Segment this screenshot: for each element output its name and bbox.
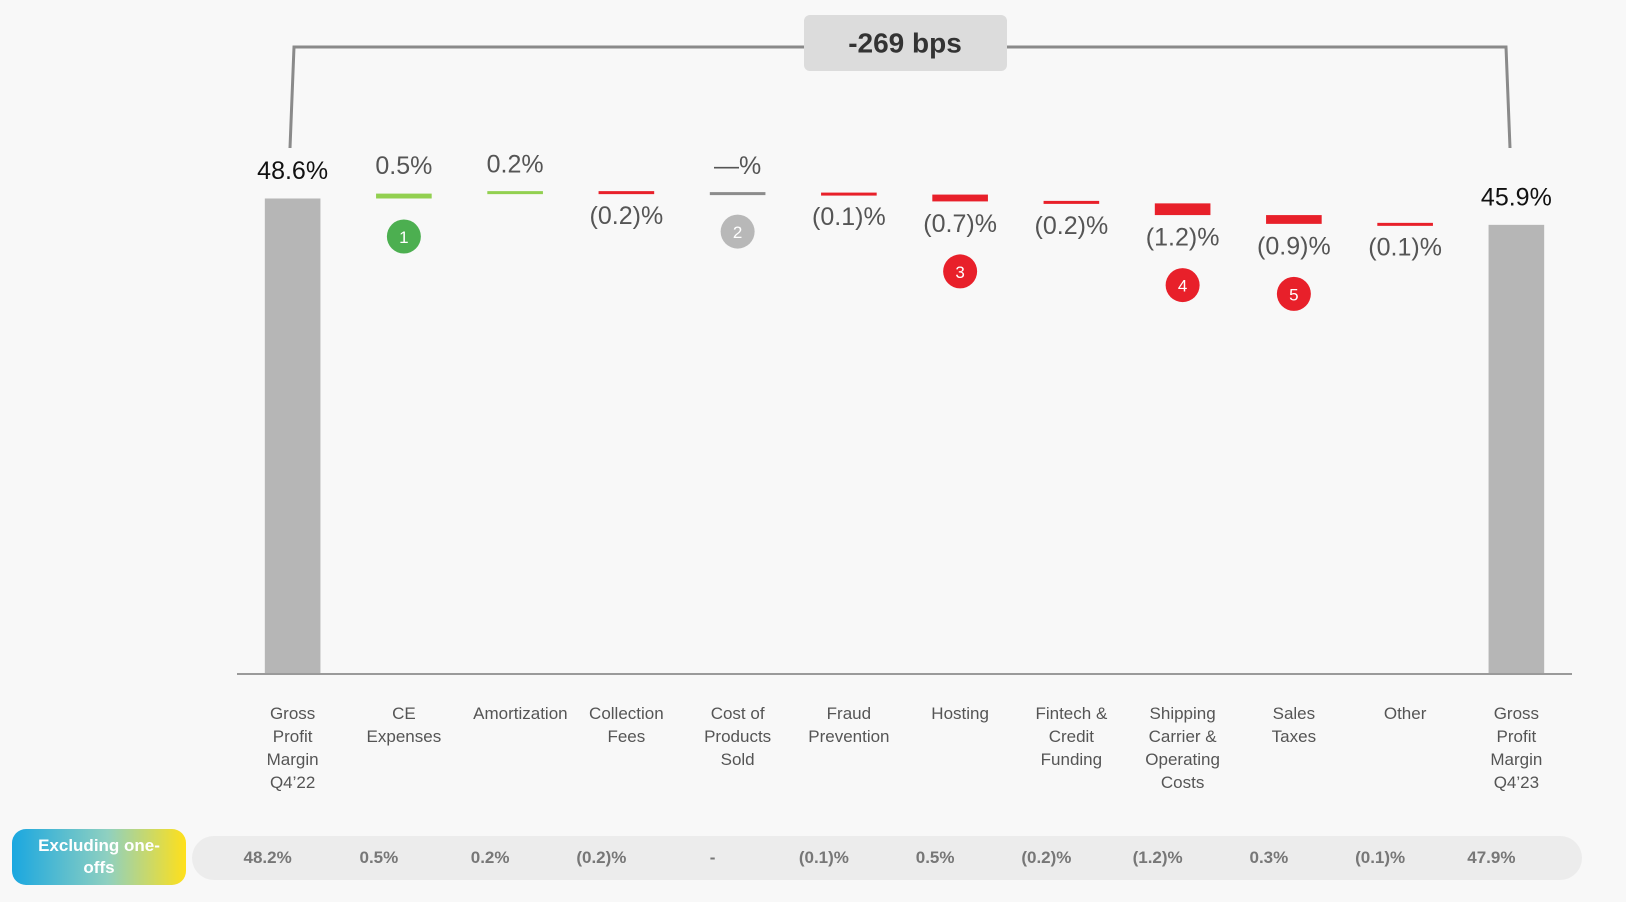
x-tick-label: Cost of Products Sold [704, 704, 772, 769]
value-label: (0.2)% [1035, 212, 1109, 240]
annotation: -269 bps [848, 27, 962, 58]
marker [386, 219, 421, 254]
x-tick-label: Shipping Carrier & Operating Costs [1145, 704, 1220, 792]
value-label: (0.9)% [1257, 232, 1331, 260]
value-label: —% [714, 152, 761, 180]
value-label: (0.7)% [923, 210, 997, 238]
x-tick-label: Amortization [473, 704, 568, 723]
row-value: (0.1)% [1355, 848, 1406, 867]
x-tick-label: Fintech & Credit Funding [1035, 704, 1108, 769]
bar [1488, 224, 1545, 673]
x-tick-label: Sales Taxes [1271, 704, 1317, 746]
marker [1165, 268, 1200, 303]
bar [487, 191, 543, 195]
bar [598, 191, 655, 195]
marker-label: 3 [955, 263, 964, 282]
bar [1043, 200, 1100, 204]
bar [264, 198, 321, 673]
value-label: 0.2% [487, 150, 544, 178]
value-label: (0.2)% [590, 202, 664, 230]
row-value: (0.1)% [798, 848, 849, 867]
row-value: 48.2% [243, 848, 292, 867]
marker-label: 1 [399, 228, 408, 247]
bar [821, 192, 877, 196]
bar [1377, 222, 1433, 226]
bar [1266, 215, 1322, 224]
x-tick-label: Gross Profit Margin Q4’23 [1490, 704, 1543, 792]
row-value: 47.9% [1467, 848, 1516, 867]
marker-label: 2 [733, 223, 742, 242]
marker [943, 254, 978, 289]
row-value: 0.5% [915, 848, 955, 867]
x-tick-label: Gross Profit Margin Q4’22 [266, 704, 319, 792]
value-label: (0.1)% [1368, 233, 1442, 261]
row-value: (0.2)% [576, 848, 627, 867]
marker [720, 214, 755, 249]
value-label: 48.6% [257, 157, 328, 185]
row-value: (0.2)% [1021, 848, 1072, 867]
row-value: 0.5% [359, 848, 399, 867]
x-tick-label: Other [1383, 704, 1427, 723]
row-label: Excluding one-offs [12, 829, 186, 885]
bar [932, 194, 988, 202]
value-label: (0.1)% [812, 203, 886, 231]
value-label: (1.2)% [1146, 224, 1220, 252]
marker [1276, 276, 1311, 311]
row-value: - [709, 848, 716, 867]
x-tick-label: Collection Fees [589, 704, 664, 746]
bar [376, 193, 432, 199]
x-tick-label: Fraud Prevention [808, 704, 890, 746]
x-tick-label: CE Expenses [366, 704, 442, 746]
bar [1154, 203, 1211, 216]
marker-label: 4 [1178, 277, 1187, 296]
value-label: 45.9% [1481, 183, 1552, 211]
row-background [192, 836, 1582, 880]
row-value: (1.2)% [1132, 848, 1183, 867]
row-value: 0.2% [470, 848, 510, 867]
bar [709, 192, 766, 196]
annotation-box [804, 15, 1007, 71]
row-value: 0.3% [1249, 848, 1289, 867]
x-tick-label: Hosting [931, 704, 989, 723]
marker-label: 5 [1289, 285, 1298, 304]
value-label: 0.5% [375, 152, 432, 180]
